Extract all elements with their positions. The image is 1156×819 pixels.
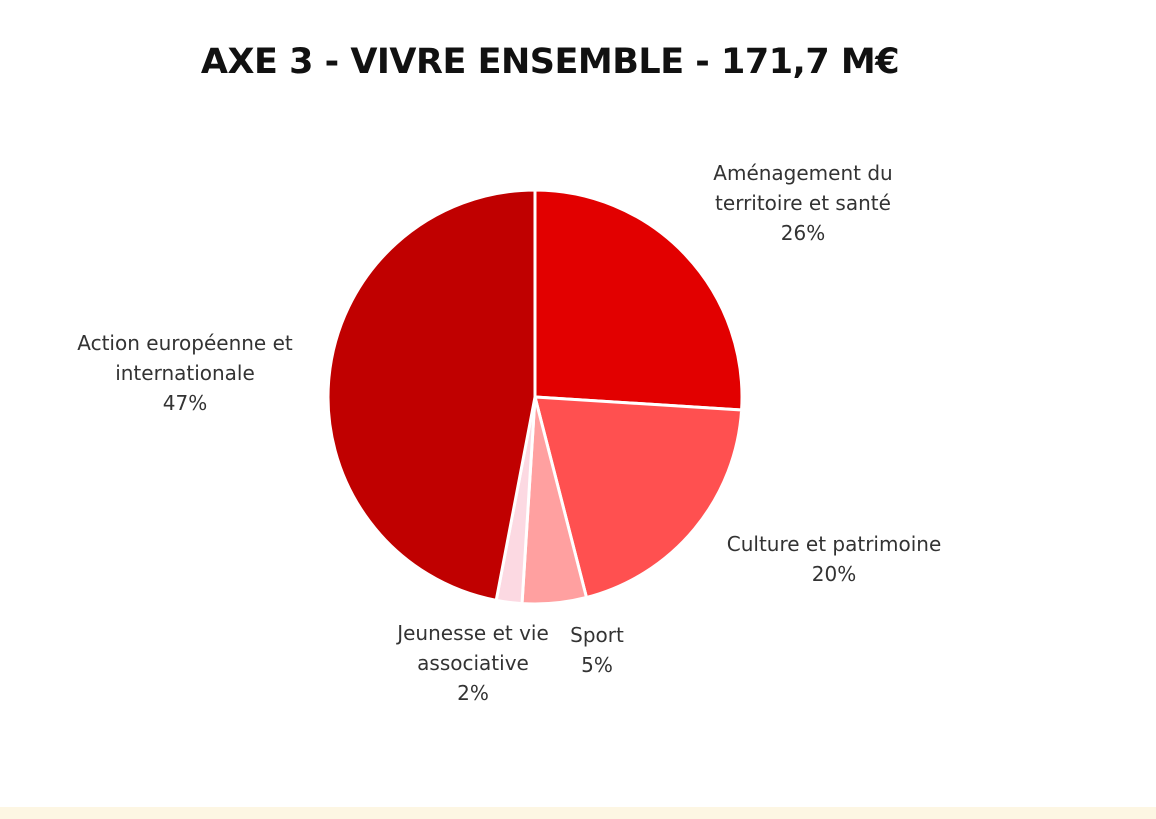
slice-label-culture: Culture et patrimoine 20% (694, 529, 974, 589)
slice-label-action-europeenne: Action européenne et internationale 47% (45, 328, 325, 418)
slice-label-percent: 20% (811, 562, 857, 586)
slice-action-europeenne (326, 188, 537, 602)
slice-label-sport: Sport 5% (457, 620, 737, 680)
slice-label-name: Sport (570, 623, 624, 647)
slice-label-jeunesse: Jeunesse et vie associative 2% (333, 618, 613, 708)
slice-label-percent: 5% (581, 653, 613, 677)
slice-culture (533, 395, 744, 599)
slice-label-name: Culture et patrimoine (726, 532, 942, 556)
slice-label-amenagement: Aménagement du territoire et santé 26% (663, 158, 943, 248)
chart-title: AXE 3 - VIVRE ENSEMBLE - 171,7 M€ (200, 42, 900, 82)
slice-label-percent: 47% (162, 391, 208, 415)
slice-amenagement (533, 188, 744, 412)
slice-label-name: Aménagement du territoire et santé (713, 161, 893, 215)
slice-label-percent: 26% (780, 221, 826, 245)
footer-strip (0, 807, 1156, 819)
slice-label-name: Jeunesse et vie associative (397, 621, 549, 675)
slice-label-percent: 2% (457, 681, 489, 705)
slice-label-name: Action européenne et internationale (77, 331, 293, 385)
